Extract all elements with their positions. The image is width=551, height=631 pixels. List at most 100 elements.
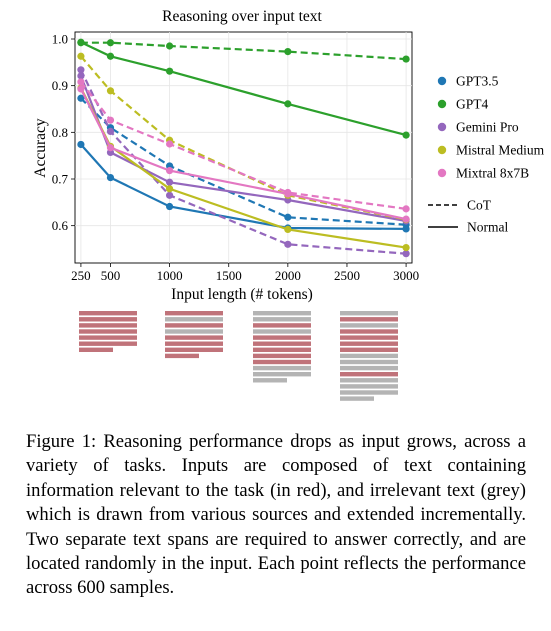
- relevant-text-line: [340, 341, 398, 346]
- tick-labels: 250 500 1000 1500 2000 2500 3000 0.6 0.7 0.8 0.9 1.…: [52, 32, 419, 284]
- token-block-4: [340, 311, 398, 401]
- relevant-text-line: [165, 335, 223, 340]
- relevant-text-line: [340, 372, 398, 377]
- x-tick-label: 2000: [275, 268, 301, 283]
- irrelevant-text-line: [340, 378, 398, 383]
- accuracy-vs-input-length-chart: Reasoning over input text 250 500 1000 1500…: [32, 8, 545, 401]
- relevant-text-line: [79, 335, 137, 340]
- legend: GPT3.5 GPT4 Gemini Pro Mistral Medium Mixtra…: [428, 74, 545, 235]
- mistral-medium-normal-point: [284, 225, 292, 233]
- legend-label-normal: Normal: [467, 220, 508, 235]
- gpt4-normal-point: [402, 131, 410, 139]
- legend-marker-gpt4: [437, 99, 447, 109]
- relevant-text-line: [165, 353, 199, 359]
- mistral-medium-cot-point: [77, 52, 85, 60]
- relevant-text-line: [253, 359, 311, 365]
- irrelevant-text-line: [340, 365, 398, 371]
- irrelevant-text-line: [253, 372, 311, 377]
- legend-marker-gemini-pro: [437, 122, 447, 132]
- mixtral-8x7b-normal-point: [106, 144, 115, 152]
- gpt4-normal-point: [284, 100, 292, 108]
- gpt3-5-normal-point: [165, 202, 174, 211]
- mixtral-8x7b-cot-point: [106, 116, 115, 124]
- gpt3-5-normal-point: [106, 174, 115, 182]
- irrelevant-text-line: [340, 323, 398, 328]
- gemini-pro-cot-point: [402, 250, 410, 258]
- x-tick-label: 2500: [334, 268, 360, 283]
- x-tick-label: 1000: [157, 268, 183, 283]
- irrelevant-text-line: [253, 317, 311, 322]
- legend-marker-mistral-medium: [437, 145, 447, 155]
- relevant-text-line: [253, 323, 311, 328]
- irrelevant-text-line: [340, 359, 398, 365]
- y-tick-label: 0.7: [52, 172, 69, 187]
- gpt4-cot-point: [165, 42, 174, 50]
- irrelevant-text-line: [340, 384, 398, 389]
- irrelevant-text-line: [165, 329, 223, 334]
- gpt4-normal-point: [165, 67, 174, 75]
- relevant-text-line: [79, 311, 137, 316]
- relevant-text-line: [165, 341, 223, 346]
- gpt3-5-cot-point: [77, 94, 85, 102]
- grid: [75, 32, 412, 263]
- relevant-text-line: [253, 347, 311, 352]
- token-block-2: [165, 311, 223, 359]
- relevant-text-line: [165, 347, 223, 352]
- mistral-medium-cot-point: [106, 87, 115, 95]
- gpt3-5-normal-line: [80, 143, 407, 230]
- legend-label-cot: CoT: [467, 198, 492, 213]
- mixtral-8x7b-cot-point: [402, 205, 410, 213]
- relevant-text-line: [79, 323, 137, 328]
- gpt4-cot-point: [402, 55, 410, 63]
- relevant-text-line: [340, 347, 398, 352]
- gemini-pro-cot-point: [77, 66, 85, 74]
- relevant-text-line: [165, 323, 223, 328]
- irrelevant-text-line: [253, 311, 311, 316]
- relevant-text-line: [79, 347, 113, 352]
- figure-caption: Figure 1: Reasoning performance drops as…: [26, 431, 526, 599]
- gpt3-5-normal-point: [77, 140, 85, 149]
- irrelevant-text-line: [340, 390, 398, 395]
- relevant-text-line: [253, 353, 311, 359]
- legend-marker-gpt3-5: [437, 76, 447, 86]
- token-block-1: [79, 311, 137, 352]
- chart-title: Reasoning over input text: [162, 8, 322, 25]
- gpt4-cot-point: [284, 48, 292, 56]
- gpt4-cot-line: [80, 41, 407, 61]
- y-tick-label: 0.8: [52, 125, 68, 140]
- legend-marker-mixtral-8x7b: [437, 168, 447, 178]
- mistral-medium-normal-point: [402, 244, 410, 252]
- legend-label-mistral-medium: Mistral Medium: [456, 143, 545, 158]
- irrelevant-text-line: [253, 365, 311, 371]
- y-tick-label: 0.6: [52, 218, 69, 233]
- mistral-medium-cot-line: [80, 55, 407, 221]
- relevant-text-line: [79, 341, 137, 346]
- mixtral-8x7b-cot-point: [165, 140, 174, 148]
- mixtral-8x7b-normal-point: [402, 215, 410, 223]
- irrelevant-text-line: [253, 329, 311, 334]
- x-tick-label: 250: [71, 268, 91, 283]
- mixtral-8x7b-normal-line: [79, 88, 407, 221]
- gemini-pro-cot-point: [106, 127, 115, 135]
- relevant-text-line: [79, 329, 137, 334]
- gpt4-cot-point: [106, 39, 115, 47]
- token-block-3: [253, 311, 311, 383]
- legend-label-gemini-pro: Gemini Pro: [456, 120, 519, 135]
- irrelevant-text-line: [253, 378, 287, 383]
- mistral-medium-normal-line: [79, 87, 407, 249]
- mixtral-8x7b-cot-line: [80, 81, 407, 210]
- plot-frame: [74, 31, 413, 264]
- x-axis-label: Input length (# tokens): [171, 286, 313, 303]
- irrelevant-text-line: [165, 317, 223, 322]
- irrelevant-text-line: [340, 311, 398, 316]
- relevant-text-line: [340, 329, 398, 334]
- token-illustrations: [79, 311, 398, 401]
- irrelevant-text-line: [340, 396, 374, 401]
- gpt4-normal-point: [106, 52, 115, 60]
- relevant-text-line: [165, 311, 223, 316]
- gpt4-cot-point: [77, 39, 85, 47]
- series-layer: [77, 38, 410, 258]
- y-axis-label: Accuracy: [32, 118, 49, 178]
- mixtral-8x7b-cot-point: [77, 78, 85, 86]
- relevant-text-line: [340, 317, 398, 322]
